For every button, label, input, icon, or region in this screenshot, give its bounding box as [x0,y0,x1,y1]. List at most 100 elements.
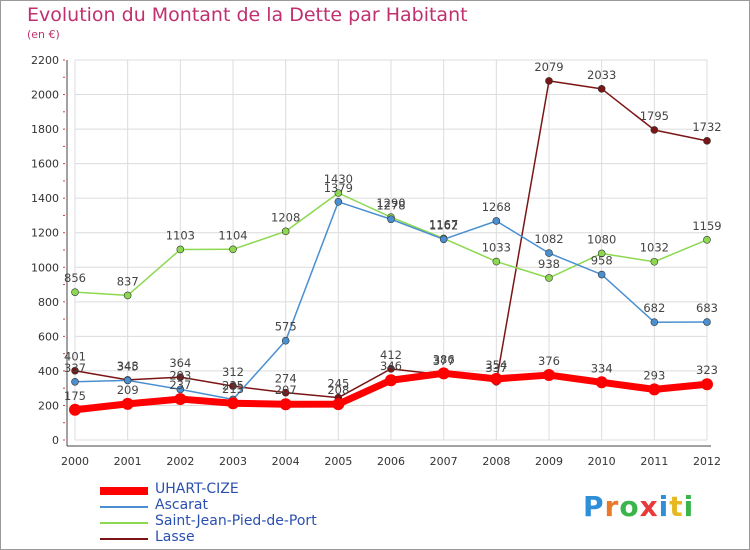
y-tick-label: 800 [38,296,59,309]
data-point [597,85,606,93]
data-label: 354 [485,358,507,372]
data-label: 1208 [271,210,300,224]
data-label: 213 [222,382,244,396]
data-point [545,77,553,85]
legend-swatch [100,538,148,540]
data-point [334,189,343,197]
data-point [437,367,450,380]
data-point [71,366,79,375]
data-point [650,126,659,134]
chart-title: Evolution du Montant de la Dette par Hab… [27,4,468,26]
data-point [121,397,134,410]
data-label: 1732 [692,120,721,134]
data-point [439,235,448,244]
data-point [281,388,290,397]
data-point [597,249,606,258]
data-label: 683 [696,301,718,315]
legend-swatch [100,522,148,524]
data-point [545,249,553,257]
data-label: 1430 [324,172,353,186]
data-label: 837 [117,274,139,288]
x-tick-label: 2008 [482,455,510,468]
data-point [703,137,711,145]
data-label: 1082 [534,232,563,246]
data-label: 377 [433,354,455,368]
data-point [490,372,503,385]
x-tick-label: 2004 [272,455,300,468]
data-point [492,257,501,266]
data-point [279,398,292,411]
x-tick-label: 2003 [219,455,247,468]
legend-label: Lasse [155,529,195,545]
data-label: 245 [327,377,349,391]
y-tick-label: 400 [38,365,59,378]
data-label: 175 [64,389,86,403]
data-label: 1162 [429,218,458,232]
data-label: 1379 [324,181,353,195]
legend-label: Ascarat [155,497,208,513]
data-label: 209 [117,383,139,397]
data-point [71,377,79,386]
y-tick-label: 2200 [31,54,59,67]
x-tick-label: 2007 [430,455,458,468]
data-label: 235 [222,378,244,392]
data-label: 208 [327,383,349,397]
data-point [281,227,290,236]
data-label: 1795 [640,109,669,123]
y-tick-label: 1400 [31,192,59,205]
x-tick-label: 2006 [377,455,405,468]
data-label: 401 [64,350,86,364]
data-point [176,373,185,381]
data-point [71,288,79,296]
data-point [176,385,185,394]
data-label: 293 [169,368,191,382]
data-label: 386 [433,352,455,366]
data-label: 2033 [587,68,616,82]
data-point [545,274,553,282]
data-label: 312 [222,365,244,379]
data-label: 334 [591,361,613,375]
data-label: 682 [643,301,665,315]
data-label: 364 [169,356,191,370]
data-label: 958 [591,254,613,268]
data-point [281,336,290,345]
y-tick-label: 1600 [31,158,59,171]
data-point [174,393,187,406]
x-tick-label: 2005 [324,455,352,468]
y-tick-label: 0 [52,434,59,447]
data-label: 346 [380,359,402,373]
x-tick-label: 2009 [535,455,563,468]
data-label: 293 [643,368,665,382]
data-label: 207 [275,383,297,397]
data-label: 575 [275,320,297,334]
chart-unit: (en €) [27,28,60,41]
y-tick-label: 600 [38,330,59,343]
x-tick-label: 2002 [166,455,194,468]
data-point [176,245,185,254]
data-label: 856 [64,271,86,285]
data-label: 1033 [482,241,511,255]
data-point [648,383,661,396]
data-point [543,369,555,382]
y-tick-label: 1000 [31,261,59,274]
data-label: 1159 [692,219,721,233]
data-label: 2079 [534,60,563,74]
x-tick-label: 2000 [61,455,89,468]
y-tick-label: 2000 [31,89,59,102]
data-label: 337 [64,361,86,375]
data-point [229,245,237,254]
data-label: 348 [117,359,139,373]
data-label: 323 [696,363,718,377]
data-label: 412 [380,348,402,362]
data-label: 1080 [587,232,616,246]
data-point [123,376,132,385]
data-label: 1278 [376,198,405,212]
proxiti-logo: Proxiti [583,490,695,523]
data-point [387,365,395,373]
data-label: 376 [538,354,560,368]
data-point [701,378,713,391]
data-label: 1268 [482,200,511,214]
x-tick-label: 2001 [114,455,142,468]
